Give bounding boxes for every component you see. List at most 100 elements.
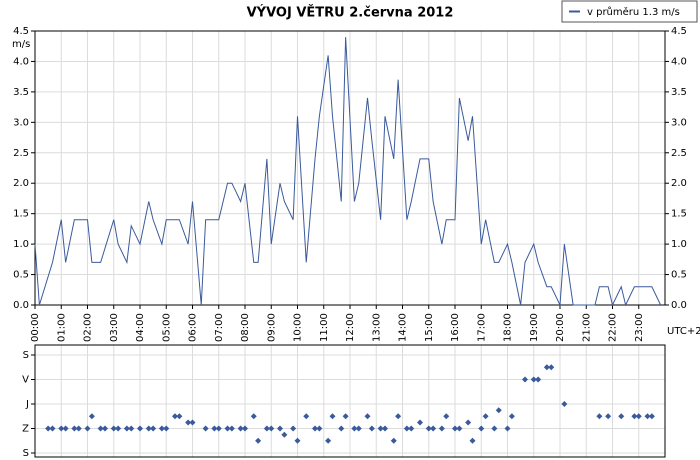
- x-tick-label: 13:00: [371, 313, 382, 342]
- y-tick-label: 1.5: [671, 209, 687, 220]
- direction-point: [504, 425, 511, 432]
- x-axis-label: UTC+2: [667, 326, 700, 337]
- direction-point: [605, 413, 612, 420]
- y-tick-label: 4.5: [13, 26, 29, 37]
- y-tick-label: 4.0: [671, 56, 687, 67]
- y-tick-label: 2.5: [671, 148, 687, 159]
- direction-point: [377, 425, 384, 432]
- x-tick-label: 12:00: [345, 313, 356, 342]
- direction-point: [408, 425, 415, 432]
- direction-point: [495, 407, 502, 414]
- y-tick-label: 1.5: [13, 209, 29, 220]
- direction-point: [417, 419, 423, 426]
- direction-point: [45, 425, 52, 432]
- direction-point: [49, 425, 56, 432]
- direction-point: [294, 437, 301, 444]
- direction-point: [351, 425, 358, 432]
- direction-point: [325, 437, 332, 444]
- direction-point: [115, 425, 122, 432]
- direction-point: [145, 425, 152, 432]
- y-tick-label: S: [23, 350, 29, 361]
- direction-point: [430, 425, 437, 432]
- legend-label: v průměru 1.3 m/s: [587, 6, 680, 18]
- x-tick-label: 07:00: [214, 313, 225, 342]
- x-tick-label: 11:00: [319, 313, 330, 342]
- direction-point: [635, 413, 642, 420]
- direction-point: [189, 419, 196, 426]
- legend-box: [561, 0, 698, 23]
- y-tick-label: 2.0: [13, 178, 29, 189]
- direction-point: [158, 425, 165, 432]
- direction-point: [71, 425, 78, 432]
- direction-point: [290, 425, 297, 432]
- y-tick-label: 4.0: [13, 56, 29, 67]
- direction-point: [172, 413, 178, 420]
- direction-point: [508, 413, 515, 420]
- x-tick-label: 14:00: [398, 313, 409, 342]
- y-tick-label: 3.5: [671, 87, 687, 98]
- y-tick-label: 1.0: [13, 239, 29, 250]
- direction-point: [312, 425, 318, 432]
- direction-point: [329, 413, 336, 420]
- direction-point: [228, 425, 235, 432]
- y-tick-label: S: [23, 448, 29, 459]
- x-tick-label: 00:00: [30, 313, 41, 342]
- direction-point: [163, 425, 170, 432]
- y-tick-label: Z: [22, 424, 29, 435]
- y-axis-label: m/s: [12, 39, 30, 50]
- direction-point: [368, 425, 375, 432]
- direction-point: [491, 425, 498, 432]
- direction-point: [456, 425, 463, 432]
- direction-point: [342, 413, 349, 420]
- direction-point: [452, 425, 458, 432]
- x-tick-label: 16:00: [450, 313, 461, 342]
- direction-point: [281, 431, 288, 438]
- plot-frame: [34, 344, 666, 458]
- direction-point: [535, 376, 542, 383]
- direction-point: [224, 425, 231, 432]
- direction-point: [242, 425, 248, 432]
- direction-point: [268, 425, 275, 432]
- x-tick-label: 19:00: [529, 313, 540, 342]
- x-tick-label: 05:00: [161, 313, 172, 342]
- direction-point: [522, 376, 528, 383]
- x-tick-label: 08:00: [240, 313, 251, 342]
- direction-point: [395, 413, 402, 420]
- direction-point: [88, 413, 95, 420]
- direction-point: [255, 437, 262, 444]
- direction-point: [128, 425, 135, 432]
- direction-point: [469, 437, 476, 444]
- direction-point: [644, 413, 651, 420]
- direction-point: [185, 419, 192, 426]
- direction-point: [102, 425, 108, 432]
- direction-point: [478, 425, 485, 432]
- direction-point: [530, 376, 537, 383]
- direction-point: [482, 413, 489, 420]
- direction-point: [364, 413, 371, 420]
- direction-point: [303, 413, 310, 420]
- direction-point: [62, 425, 69, 432]
- direction-point: [316, 425, 323, 432]
- y-tick-label: 0.5: [671, 270, 687, 281]
- y-tick-label: 3.0: [671, 117, 687, 128]
- x-tick-label: 02:00: [83, 313, 94, 342]
- direction-point: [97, 425, 104, 432]
- direction-point: [548, 364, 555, 371]
- x-tick-label: 21:00: [581, 313, 592, 342]
- direction-point: [75, 425, 82, 432]
- direction-point: [596, 413, 603, 420]
- direction-point: [425, 425, 432, 432]
- x-tick-label: 23:00: [634, 313, 645, 342]
- x-tick-label: 17:00: [476, 313, 487, 342]
- direction-point: [382, 425, 388, 432]
- x-tick-label: 03:00: [109, 313, 120, 342]
- direction-point: [438, 425, 445, 432]
- direction-point: [215, 425, 222, 432]
- direction-point: [618, 413, 625, 420]
- wind-line: [34, 37, 662, 307]
- direction-point: [631, 413, 638, 420]
- y-tick-label: 2.0: [671, 178, 687, 189]
- direction-point: [84, 425, 91, 432]
- direction-point: [263, 425, 270, 432]
